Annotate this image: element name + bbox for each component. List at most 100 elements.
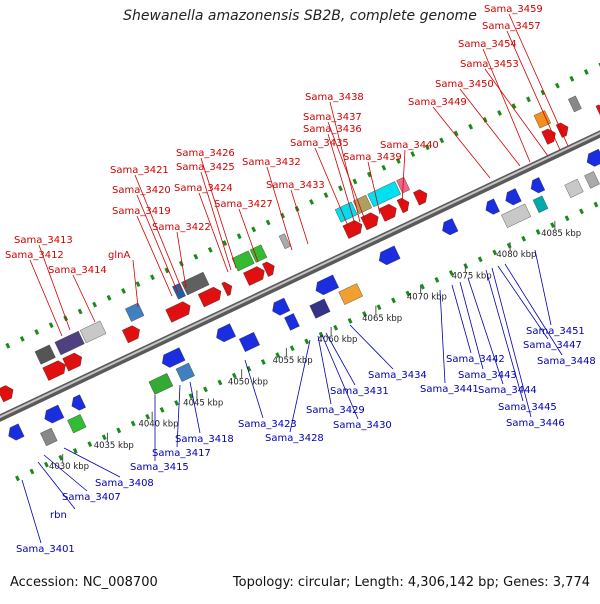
tick-mark (468, 123, 474, 130)
callout-line (325, 332, 356, 386)
tick-mark (554, 82, 560, 89)
tick-mark (453, 130, 459, 137)
tick-mark (309, 199, 314, 205)
gene-label: Sama_3459 (484, 4, 543, 15)
tick-mark (29, 468, 35, 475)
callout-line (43, 454, 88, 492)
gene-label: Sama_3420 (112, 185, 171, 196)
callout-line (244, 359, 264, 419)
gene-label: Sama_3429 (306, 405, 365, 416)
callout-line (314, 147, 349, 227)
gene-label: Sama_3417 (152, 448, 211, 459)
tick-mark (106, 294, 112, 301)
tick-mark (121, 288, 126, 294)
kbp-label: 4065 kbp (362, 314, 402, 324)
gene-label: Sama_3407 (62, 492, 121, 503)
tick-mark (289, 345, 295, 352)
tick-mark (434, 276, 440, 283)
gene-label: Sama_3412 (5, 250, 64, 261)
kbp-label: 4030 kbp (49, 462, 89, 472)
kbp-label: 4050 kbp (228, 377, 268, 387)
gene-block (284, 313, 300, 331)
gene-block (79, 320, 107, 344)
gene-block (564, 178, 584, 198)
tick-mark (43, 461, 49, 468)
forward-gene (378, 203, 397, 222)
callout-line (459, 281, 484, 370)
gene-label: Sama_3439 (343, 152, 402, 163)
callout-line (482, 48, 531, 163)
reverse-gene (586, 148, 600, 167)
gene-block (125, 302, 145, 322)
kbp-label: 4070 kbp (407, 293, 447, 303)
gene-block (148, 373, 174, 395)
tick-mark (116, 427, 122, 434)
gene-label: Sama_3451 (526, 326, 585, 337)
tick-mark (48, 322, 54, 329)
tick-mark (72, 448, 78, 454)
kbp-label: 4060 kbp (317, 335, 357, 345)
gene-label: Sama_3408 (95, 478, 154, 489)
tick-mark (506, 242, 512, 249)
gene-label: Sama_3445 (498, 402, 557, 413)
callout-line (63, 447, 121, 478)
callout-line (504, 263, 563, 356)
reverse-gene (530, 177, 546, 194)
callout-line (327, 121, 366, 221)
tick-mark (275, 352, 281, 359)
kbp-label: 4040 kbp (138, 420, 178, 430)
tick-mark (92, 301, 98, 308)
tick-mark (101, 434, 107, 441)
accession-text: Accession: NC_008700 (10, 575, 158, 590)
tick-mark (535, 229, 541, 235)
callout-line (266, 166, 293, 251)
gene-label: Sama_3440 (380, 140, 439, 151)
callout-line (349, 324, 394, 370)
tick-mark (477, 256, 483, 263)
backbone-highlight (0, 131, 600, 419)
tick-mark (347, 318, 353, 324)
callout-line (451, 284, 472, 354)
gene-block (278, 233, 291, 250)
gene-label: Sama_3423 (238, 419, 297, 430)
reverse-gene (315, 274, 339, 296)
tick-mark (424, 144, 430, 151)
kbp-label: 4055 kbp (273, 356, 313, 366)
gene-label: Sama_3415 (130, 462, 189, 473)
tick-mark (593, 201, 599, 208)
forward-gene (165, 301, 191, 323)
callout-line (484, 68, 549, 157)
tick-mark (579, 208, 584, 215)
tick-mark (265, 219, 271, 226)
gene-label: Sama_3428 (265, 433, 324, 444)
gene-label: Sama_3427 (214, 199, 273, 210)
callout-line (37, 461, 76, 510)
gene-label: Sama_3414 (48, 265, 107, 276)
tick-mark (217, 379, 223, 386)
tick-mark (207, 246, 213, 253)
gene-block (568, 95, 582, 113)
tick-mark (497, 110, 502, 116)
callout-line (459, 88, 521, 167)
gene-label: Sama_3401 (16, 544, 75, 555)
callout-line (508, 13, 569, 147)
gene-label: Sama_3421 (110, 165, 169, 176)
tick-mark (323, 192, 329, 199)
callout-line (506, 30, 561, 151)
gene-block (532, 195, 549, 213)
gene-block (67, 414, 87, 434)
tick-mark (492, 249, 498, 256)
tick-mark (448, 270, 454, 276)
gene-label: Sama_3442 (446, 354, 505, 365)
reverse-gene (8, 423, 25, 441)
forward-gene (243, 266, 265, 286)
gene-block (338, 283, 363, 305)
tick-mark (333, 324, 339, 331)
forward-gene (0, 385, 14, 403)
tick-mark (15, 475, 20, 482)
forward-gene (396, 197, 410, 214)
tick-mark (251, 226, 257, 233)
forward-gene (122, 325, 140, 344)
callout-line (401, 149, 406, 206)
callout-line (439, 289, 446, 384)
